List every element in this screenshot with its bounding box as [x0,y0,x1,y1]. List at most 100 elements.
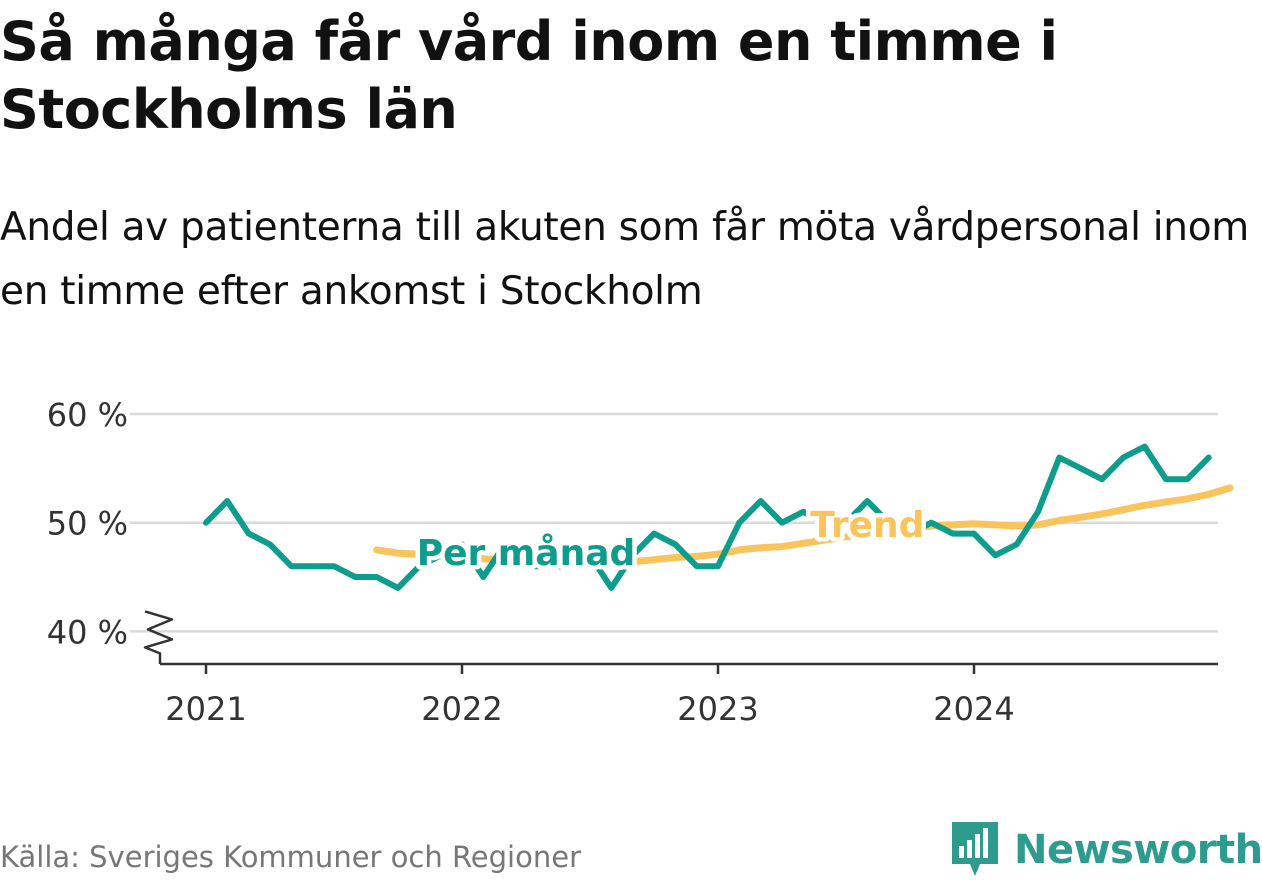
data-point-trend [738,549,740,551]
data-point-per-manad [1016,543,1018,545]
data-point-trend [504,560,506,562]
x-tick-label: 2021 [165,690,246,728]
data-point-trend [1229,487,1231,489]
data-point-trend [952,524,954,526]
data-point-per-manad [717,565,719,567]
data-point-trend [1122,509,1124,511]
data-point-per-manad [440,554,442,556]
data-point-per-manad [930,522,932,524]
series-label-per-manad: Per månad [417,533,636,574]
line-chart: 40 % 50 % 60 % 2021 2022 2023 2024 Per månad Tr… [47,396,1234,728]
data-point-trend [1058,520,1060,521]
data-point-per-manad [269,543,271,545]
data-point-trend [1144,504,1146,506]
y-tick-label: 60 % [47,396,128,434]
data-point-per-manad [312,565,314,567]
data-point-per-manad [632,554,634,556]
data-point-trend [1186,498,1188,500]
data-point-trend [909,528,911,530]
data-point-per-manad [888,522,890,524]
data-point-per-manad [696,565,698,567]
data-point-per-manad [674,543,676,545]
brand-logo: Newsworthy [950,820,1262,880]
data-point-per-manad [568,565,570,567]
data-point-trend [802,542,804,544]
data-point-per-manad [504,543,506,545]
data-point-trend [824,539,826,541]
data-point-per-manad [802,511,804,513]
data-point-per-manad [845,522,847,524]
data-point-per-manad [205,522,207,524]
data-point-trend [1080,516,1082,518]
y-tick-label: 50 % [47,505,128,543]
data-point-per-manad [610,587,612,589]
x-tick-label: 2024 [933,690,1014,728]
data-point-per-manad [248,533,250,535]
x-tick-label: 2022 [421,690,502,728]
series-layer [203,443,1234,591]
data-point-per-manad [973,533,975,535]
x-tick-label: 2023 [677,690,758,728]
data-point-trend [674,557,676,558]
data-point-per-manad [376,576,378,578]
label-layer: Per månad Trend [412,500,929,578]
data-point-per-manad [781,522,783,524]
data-point-trend [866,533,868,535]
data-point-per-manad [418,565,420,567]
source-note: Källa: Sveriges Kommuner och Regioner [0,840,582,874]
data-point-per-manad [1058,457,1060,458]
data-point-trend [845,536,847,538]
data-point-trend [973,523,975,525]
data-point-per-manad [994,554,996,556]
data-point-trend [994,524,996,526]
series-label-trend: Trend [810,505,924,546]
data-point-trend [653,559,655,561]
data-point-per-manad [333,565,335,567]
axis-break-icon [143,610,174,664]
data-point-trend [1165,501,1167,503]
data-point-per-manad [397,587,399,589]
data-point-trend [610,562,612,564]
data-point-trend [482,558,484,560]
data-point-per-manad [1037,511,1039,513]
data-point-trend [1101,513,1103,515]
data-point-per-manad [760,500,762,502]
data-point-trend [461,555,463,557]
data-point-trend [418,553,420,555]
data-point-per-manad [589,554,591,556]
data-point-per-manad [290,565,292,567]
series-line-per-manad [203,443,1212,591]
data-point-per-manad [909,533,911,535]
data-point-trend [760,547,762,549]
data-point-per-manad [1186,478,1188,480]
data-point-trend [717,553,719,555]
data-point-per-manad [1080,467,1082,469]
chart-subtitle: Andel av patienterna till akuten som får… [0,205,1249,314]
data-point-per-manad [354,576,356,578]
data-point-per-manad [866,500,868,502]
data-point-per-manad [1144,446,1146,448]
chart-title: Så många får vård inom en timme i Stockh… [0,10,1058,141]
data-point-trend [888,530,890,532]
data-point-per-manad [1208,457,1210,458]
data-point-trend [546,562,548,564]
data-point-trend [589,563,591,565]
data-point-trend [397,552,399,554]
axis-layer: 40 % 50 % 60 % 2021 2022 2023 2024 [47,396,1218,728]
y-tick-label: 40 % [47,613,128,651]
data-point-trend [1037,524,1039,526]
data-point-per-manad [461,543,463,545]
data-point-per-manad [1122,457,1124,458]
data-point-per-manad [824,522,826,524]
data-point-per-manad [1165,478,1167,480]
data-point-trend [632,561,634,563]
data-point-trend [696,555,698,557]
data-point-trend [781,546,783,548]
data-point-per-manad [226,500,228,502]
data-point-per-manad [653,533,655,535]
data-point-per-manad [1101,478,1103,480]
data-point-per-manad [952,533,954,535]
brand-name: Newsworthy [1014,827,1262,873]
data-point-trend [376,549,378,551]
data-point-per-manad [482,576,484,578]
